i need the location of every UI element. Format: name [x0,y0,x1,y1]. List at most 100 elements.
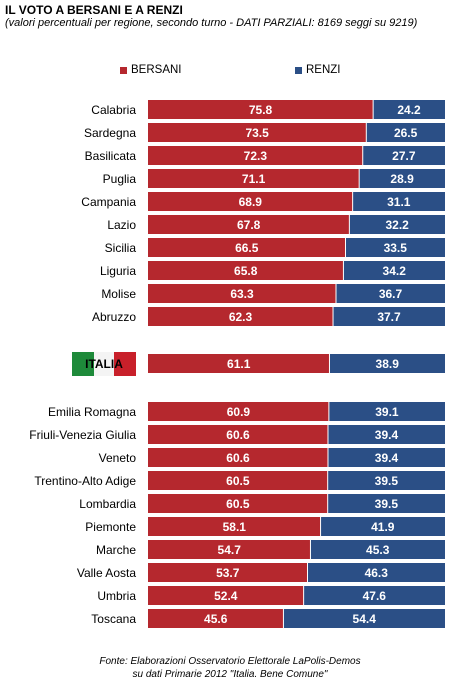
bar-renzi-abruzzo [333,307,445,326]
data-label-bersani-campania: 68.9 [239,195,263,209]
category-label-trentino-alto-adige: Trentino-Alto Adige [34,474,136,488]
data-label-renzi-sicilia: 33.5 [384,241,408,255]
bar-renzi-umbria [303,586,445,605]
category-label-toscana: Toscana [91,612,136,626]
category-label-campania: Campania [81,195,136,209]
data-label-bersani-italia: 61.1 [227,357,251,371]
data-label-renzi-marche: 45.3 [366,543,390,557]
data-label-renzi-calabria: 24.2 [397,103,421,117]
italy-flag-icon [72,352,136,376]
data-label-renzi-italia: 38.9 [376,357,400,371]
data-label-bersani-sardegna: 73.5 [245,126,269,140]
legend-item-bersani: BERSANI [120,64,182,76]
bar-bersani-umbria [148,586,304,605]
bar-bersani-emilia-romagna [148,402,329,421]
category-label-valle-aosta: Valle Aosta [77,566,136,580]
bar-renzi-veneto [327,448,445,467]
source-note: Fonte: Elaborazioni Osservatorio Elettor… [0,655,460,681]
data-label-bersani-liguria: 65.8 [234,264,258,278]
data-label-renzi-veneto: 39.4 [375,451,399,465]
data-label-bersani-abruzzo: 62.3 [229,310,253,324]
data-label-bersani-friuli-venezia-giulia: 60.6 [226,428,250,442]
bar-renzi-sardegna [366,123,445,142]
category-label-veneto: Veneto [99,451,137,465]
bar-renzi-piemonte [320,517,445,536]
bar-bersani-campania [148,192,353,211]
source-line-1: Fonte: Elaborazioni Osservatorio Elettor… [99,656,361,667]
legend-item-renzi: RENZI [295,64,341,76]
bar-renzi-italia [329,354,445,373]
bar-bersani-abruzzo [148,307,334,326]
data-label-bersani-valle-aosta: 53.7 [216,566,240,580]
bar-bersani-lazio [148,215,350,234]
category-label-liguria: Liguria [100,264,136,278]
category-label-lazio: Lazio [107,218,136,232]
bar-bersani-italia [148,354,330,373]
category-label-piemonte: Piemonte [85,520,136,534]
bar-bersani-molise [148,284,337,303]
bar-bersani-piemonte [148,517,321,536]
category-label-molise: Molise [101,287,136,301]
bar-bersani-valle-aosta [148,563,308,582]
bar-bersani-puglia [148,169,360,188]
bar-bersani-toscana [148,609,284,628]
data-label-bersani-puglia: 71.1 [242,172,266,186]
data-label-bersani-marche: 54.7 [218,543,242,557]
data-label-renzi-campania: 31.1 [387,195,411,209]
bar-renzi-emilia-romagna [328,402,445,421]
bar-bersani-friuli-venezia-giulia [148,425,328,444]
data-label-renzi-puglia: 28.9 [390,172,414,186]
data-label-renzi-lazio: 32.2 [386,218,410,232]
bar-renzi-sicilia [345,238,445,257]
data-label-renzi-basilicata: 27.7 [392,149,416,163]
bar-renzi-campania [352,192,445,211]
bar-renzi-molise [336,284,445,303]
bar-bersani-sardegna [148,123,367,142]
bar-renzi-calabria [373,100,445,119]
data-label-renzi-piemonte: 41.9 [371,520,395,534]
category-label-sardegna: Sardegna [84,126,136,140]
data-label-bersani-lazio: 67.8 [237,218,261,232]
data-label-renzi-trentino-alto-adige: 39.5 [375,474,399,488]
data-label-renzi-molise: 36.7 [379,287,403,301]
bar-bersani-marche [148,540,311,559]
category-label-abruzzo: Abruzzo [92,310,136,324]
legend-label-renzi: RENZI [306,64,341,76]
chart-title: IL VOTO A BERSANI E A RENZI [5,3,183,17]
data-label-bersani-sicilia: 66.5 [235,241,259,255]
bar-bersani-lombardia [148,494,328,513]
bar-renzi-trentino-alto-adige [327,471,445,490]
bar-renzi-toscana [283,609,445,628]
category-label-marche: Marche [96,543,136,557]
bar-bersani-trentino-alto-adige [148,471,328,490]
category-label-lombardia: Lombardia [79,497,136,511]
data-label-bersani-emilia-romagna: 60.9 [227,405,251,419]
bar-renzi-lombardia [327,494,445,513]
category-label-sicilia: Sicilia [105,241,137,255]
data-label-bersani-umbria: 52.4 [214,589,238,603]
data-label-renzi-emilia-romagna: 39.1 [375,405,399,419]
data-label-renzi-liguria: 34.2 [383,264,407,278]
data-label-bersani-lombardia: 60.5 [226,497,250,511]
bar-renzi-lazio [349,215,445,234]
legend-swatch-renzi [295,66,302,74]
italia-category-label: ITALIA [85,357,123,371]
data-label-bersani-toscana: 45.6 [204,612,228,626]
bar-bersani-basilicata [148,146,363,165]
bar-renzi-friuli-venezia-giulia [327,425,445,444]
data-label-renzi-sardegna: 26.5 [394,126,418,140]
bar-bersani-calabria [148,100,374,119]
data-label-bersani-piemonte: 58.1 [223,520,247,534]
category-label-emilia-romagna: Emilia Romagna [48,405,136,419]
bar-renzi-basilicata [362,146,445,165]
source-line-2: su dati Primarie 2012 "Italia. Bene Comu… [132,669,328,680]
data-label-bersani-basilicata: 72.3 [244,149,268,163]
category-label-basilicata: Basilicata [85,149,137,163]
data-label-renzi-toscana: 54.4 [353,612,377,626]
data-label-bersani-calabria: 75.8 [249,103,273,117]
bar-renzi-puglia [359,169,445,188]
bar-renzi-valle-aosta [307,563,445,582]
data-label-bersani-molise: 63.3 [230,287,254,301]
category-label-puglia: Puglia [103,172,137,186]
category-label-calabria: Calabria [91,103,136,117]
